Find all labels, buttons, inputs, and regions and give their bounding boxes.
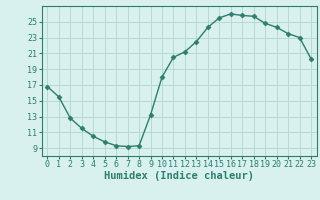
- X-axis label: Humidex (Indice chaleur): Humidex (Indice chaleur): [104, 171, 254, 181]
